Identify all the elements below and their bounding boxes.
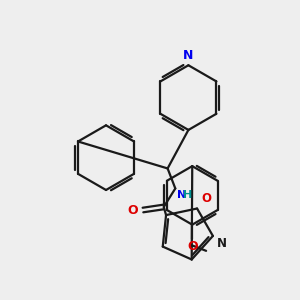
Text: N: N bbox=[183, 49, 194, 62]
Text: H: H bbox=[183, 190, 192, 200]
Text: N: N bbox=[217, 238, 227, 250]
Text: O: O bbox=[201, 192, 211, 206]
Text: N: N bbox=[177, 190, 186, 200]
Text: O: O bbox=[187, 240, 198, 253]
Text: O: O bbox=[128, 204, 138, 217]
